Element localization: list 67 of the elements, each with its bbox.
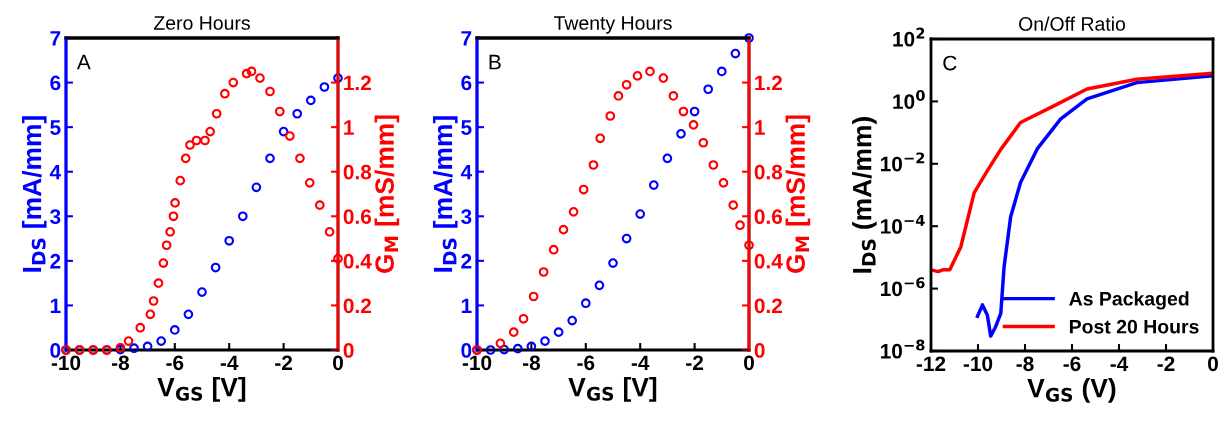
- x-tick-label: -6: [166, 355, 184, 371]
- x-tick-label: -12: [916, 356, 946, 371]
- y2-tick-label: 0.6: [754, 209, 783, 225]
- y-tick-label: 5: [461, 120, 472, 135]
- chart-title: Twenty Hours: [554, 16, 672, 34]
- legend-label: Post 20 Hours: [1069, 319, 1199, 334]
- y2-tick-label: 0.4: [754, 253, 783, 269]
- y2-tick-label: 1: [755, 120, 765, 135]
- x-tick-label: 0: [333, 355, 343, 371]
- y2-tick-label: 0: [754, 343, 765, 358]
- annotation: C: [943, 55, 957, 71]
- y-tick-label: 2: [461, 253, 472, 269]
- y-tick-label: 10$^{−2}$: [880, 152, 925, 172]
- y2-tick-label: 1.2: [755, 75, 782, 91]
- y2-tick-label: 0.4: [343, 253, 372, 269]
- x-tick-label: -4: [1110, 356, 1129, 371]
- y2-tick-label: 1: [344, 120, 354, 135]
- y-tick-label: 2: [50, 253, 61, 269]
- chart-title: Zero Hours: [154, 16, 250, 30]
- annotation: A: [76, 54, 91, 70]
- y-axis-title: I$_{DS}$ [mA/mm]: [21, 116, 47, 272]
- y-tick-label: 5: [50, 120, 61, 135]
- y-tick-label: 4: [460, 164, 473, 180]
- x-tick-label: -10: [963, 356, 993, 372]
- y2-tick-label: 0.2: [754, 298, 782, 314]
- y-tick-label: 10$^{2}$: [893, 27, 925, 47]
- y-tick-label: 10$^{−8}$: [880, 339, 925, 359]
- y-tick-label: 3: [50, 209, 61, 225]
- y-tick-label: 4: [49, 164, 62, 180]
- x-axis-title: V$_{GS}$ (V): [1027, 378, 1116, 403]
- y-tick-label: 7: [50, 31, 61, 46]
- x-tick-label: -8: [522, 355, 541, 371]
- y-axis-title: I$_{DS}$ (mA/mm): [852, 117, 877, 273]
- y-tick-label: 6: [461, 75, 472, 91]
- y2-tick-label: 0: [343, 343, 354, 358]
- x-tick-label: -8: [1016, 356, 1034, 372]
- annotation: B: [489, 54, 501, 70]
- y2-tick-label: 0.6: [343, 209, 372, 225]
- x-tick-label: -2: [686, 355, 704, 370]
- y2-tick-label: 0.8: [343, 164, 372, 180]
- y-tick-label: 3: [461, 209, 472, 225]
- chart-title: On/Off Ratio: [1019, 16, 1126, 31]
- x-tick-label: 0: [744, 355, 754, 371]
- y-tick-label: 10$^{0}$: [893, 89, 925, 109]
- y2-tick-label: 1.2: [344, 75, 371, 91]
- x-tick-label: -2: [275, 355, 293, 370]
- y-tick-label: 10$^{−4}$: [880, 215, 925, 234]
- y-tick-label: 10$^{−6}$: [880, 277, 925, 297]
- y-tick-label: 1: [50, 298, 61, 313]
- y-tick-label: 1: [461, 298, 472, 313]
- x-tick-label: -4: [631, 355, 650, 370]
- x-tick-label: -8: [111, 355, 130, 371]
- x-axis-title: V$_{GS}$ [V]: [157, 377, 246, 402]
- x-tick-label: -6: [1063, 356, 1081, 372]
- legend-label: As Packaged: [1069, 291, 1189, 310]
- x-tick-label: -4: [220, 355, 239, 370]
- y2-tick-label: 0.8: [754, 164, 783, 180]
- y-axis-title: I$_{DS}$ [mA/mm]: [432, 116, 458, 272]
- y2-axis-title: G$_{M}$ [mS/mm]: [785, 115, 811, 274]
- x-axis-title: V$_{GS}$ [V]: [568, 377, 657, 402]
- y2-axis-title: G$_{M}$ [mS/mm]: [374, 115, 400, 274]
- x-tick-label: 0: [1208, 356, 1218, 372]
- y2-tick-label: 0.2: [343, 298, 371, 314]
- x-tick-label: -6: [577, 355, 595, 371]
- y-tick-label: 6: [50, 75, 61, 91]
- y-tick-label: 7: [461, 31, 472, 46]
- x-tick-label: -2: [1157, 356, 1175, 371]
